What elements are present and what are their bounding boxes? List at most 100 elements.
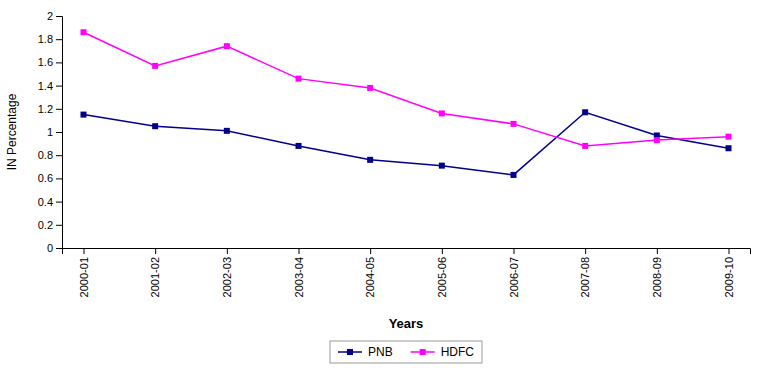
tick-label: 2005-06 (436, 257, 448, 297)
y-tick: 2 (47, 10, 62, 22)
tick-mark (56, 225, 62, 226)
tick-label: 0.4 (38, 196, 53, 208)
line (84, 32, 729, 146)
legend-swatch (420, 349, 426, 355)
x-tick: 2006-07 (508, 248, 520, 297)
tick-label: 2 (47, 10, 53, 22)
y-tick: 1.4 (38, 80, 62, 92)
marker (81, 112, 87, 118)
tick-mark (56, 202, 62, 203)
marker (296, 143, 302, 149)
marker (152, 63, 158, 69)
marker (224, 43, 230, 49)
legend-swatch (347, 349, 353, 355)
tick-label: 2008-09 (651, 257, 663, 297)
marker (224, 128, 230, 134)
y-tick: 1 (47, 126, 62, 138)
marker (439, 163, 445, 169)
marker (81, 29, 87, 35)
tick-mark (227, 248, 228, 254)
tick-mark (56, 62, 62, 63)
tick-label: 2009-10 (723, 257, 735, 297)
legend-item: PNB (338, 345, 393, 359)
marker (726, 145, 732, 151)
axis-domain (56, 17, 63, 249)
x-tick: 2000-01 (78, 248, 90, 297)
legend-label: HDFC (441, 345, 475, 359)
marker (726, 134, 732, 140)
tick-label: 0.6 (38, 172, 53, 184)
y-axis-title: IN Percentage (5, 93, 19, 170)
tick-mark (56, 16, 62, 17)
tick-label: 0.2 (38, 219, 53, 231)
tick-label: 0.8 (38, 149, 53, 161)
tick-label: 1.6 (38, 56, 53, 68)
tick-mark (514, 248, 515, 254)
series (81, 29, 732, 149)
tick-mark (56, 155, 62, 156)
x-tick: 2004-05 (364, 248, 376, 297)
x-tick: 2002-03 (221, 248, 233, 297)
x-axis-title: Years (389, 316, 424, 331)
tick-label: 2001-02 (149, 257, 161, 297)
y-tick: 0.8 (38, 149, 62, 161)
marks (81, 29, 732, 178)
marker (439, 110, 445, 116)
tick-label: 1.2 (38, 103, 53, 115)
tick-mark (657, 248, 658, 254)
chart: 2000-01 2001-02 2002-03 2003-04 2004-05 2005-… (0, 0, 774, 380)
x-tick: 2005-06 (436, 248, 448, 297)
tick-mark (729, 248, 730, 254)
tick-mark (56, 109, 62, 110)
legend: PNB HDFC (330, 341, 482, 363)
x-tick: 2009-10 (723, 248, 735, 297)
marker (367, 157, 373, 163)
legend-item: HDFC (411, 345, 475, 359)
tick-mark (370, 248, 371, 254)
marker (152, 123, 158, 129)
marker (582, 143, 588, 149)
line (84, 112, 729, 175)
legend-frame (330, 341, 482, 363)
series (81, 109, 732, 178)
tick-mark (442, 248, 443, 254)
y-tick: 0.4 (38, 196, 62, 208)
tick-mark (84, 248, 85, 254)
tick-mark (585, 248, 586, 254)
x-axis: 2000-01 2001-02 2002-03 2003-04 2004-05 2005-… (63, 248, 751, 297)
y-axis: 0 0.2 0.4 0.6 0.8 1 1.2 1.4 1.6 1.8 2 (38, 10, 63, 254)
tick-label: 2002-03 (221, 257, 233, 297)
tick-mark (56, 178, 62, 179)
tick-mark (56, 132, 62, 133)
marker (511, 121, 517, 127)
tick-label: 2006-07 (508, 257, 520, 297)
tick-label: 1.4 (38, 80, 53, 92)
marker (654, 137, 660, 143)
marker (511, 172, 517, 178)
plot: 2000-01 2001-02 2002-03 2003-04 2004-05 2005-… (38, 10, 751, 297)
tick-mark (155, 248, 156, 254)
marker (367, 85, 373, 91)
tick-label: 2004-05 (364, 257, 376, 297)
y-tick: 1.6 (38, 56, 62, 68)
x-tick: 2003-04 (293, 248, 305, 297)
tick-label: 1.8 (38, 33, 53, 45)
marker (582, 109, 588, 115)
tick-label: 2007-08 (579, 257, 591, 297)
tick-label: 2000-01 (78, 257, 90, 297)
tick-mark (56, 248, 62, 249)
legend-label: PNB (368, 345, 393, 359)
tick-mark (56, 39, 62, 40)
x-tick: 2008-09 (651, 248, 663, 297)
marker (296, 76, 302, 82)
tick-mark (299, 248, 300, 254)
tick-label: 0 (47, 242, 53, 254)
tick-mark (56, 86, 62, 87)
x-tick: 2001-02 (149, 248, 161, 297)
y-tick: 0 (47, 242, 62, 254)
y-tick: 1.2 (38, 103, 62, 115)
tick-label: 1 (47, 126, 53, 138)
tick-label: 2003-04 (293, 257, 305, 297)
axis-domain (63, 249, 751, 255)
y-tick: 0.6 (38, 172, 62, 184)
